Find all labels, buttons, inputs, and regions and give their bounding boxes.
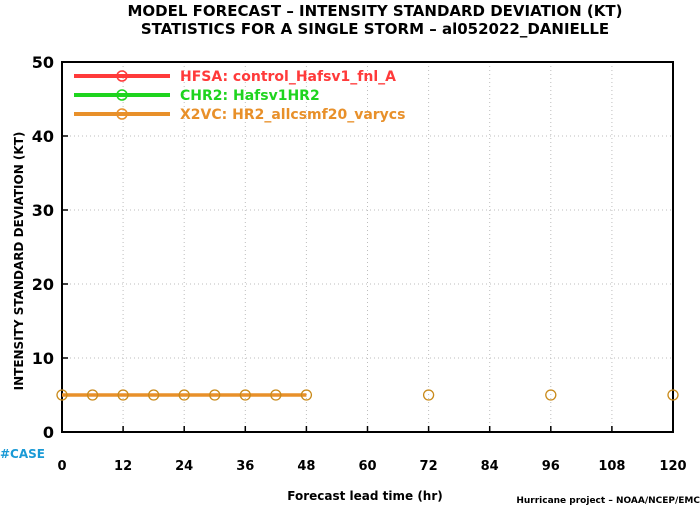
data-point (422, 389, 435, 401)
legend-marker (116, 89, 128, 101)
x-tick-label: 60 (358, 459, 376, 474)
data-point (667, 389, 679, 401)
x-tick-label: 96 (542, 459, 560, 474)
data-point (270, 389, 282, 401)
y-tick-label: 40 (32, 127, 54, 146)
case-label: #CASE (0, 447, 45, 461)
x-tick-label: 12 (114, 459, 132, 474)
grid (62, 62, 673, 432)
series (56, 389, 679, 401)
data-point (209, 389, 221, 401)
y-axis-label: INTENSITY STANDARD DEVIATION (KT) (12, 132, 26, 391)
data-point (178, 389, 190, 401)
legend-marker (116, 108, 128, 120)
y-tick-label: 30 (32, 201, 54, 220)
y-tick-label: 50 (32, 53, 54, 72)
x-tick-label: 48 (297, 459, 315, 474)
x-tick-label: 24 (175, 459, 193, 474)
x-tick-label: 0 (57, 459, 66, 474)
y-tick-label: 10 (32, 349, 54, 368)
legend-label: X2VC: HR2_allcsmf20_varycs (180, 107, 405, 123)
data-point (86, 389, 99, 401)
data-point (300, 389, 313, 401)
data-point (56, 389, 68, 401)
data-point (147, 389, 160, 401)
legend-label: CHR2: Hafsv1HR2 (180, 88, 320, 104)
x-axis-label: Forecast lead time (hr) (287, 489, 443, 503)
x-tick-label: 84 (481, 459, 499, 474)
chart-subtitle: STATISTICS FOR A SINGLE STORM – al052022… (141, 20, 609, 38)
y-tick-label: 0 (43, 423, 54, 442)
x-tick-label: 72 (420, 459, 438, 474)
x-tick-label: 120 (659, 459, 686, 474)
chart-title: MODEL FORECAST – INTENSITY STANDARD DEVI… (128, 2, 623, 20)
legend-label: HFSA: control_Hafsv1_fnl_A (180, 69, 396, 85)
y-tick-label: 20 (32, 275, 54, 294)
data-point (545, 389, 557, 401)
x-tick-label: 108 (598, 459, 625, 474)
x-tick-label: 36 (236, 459, 254, 474)
credit-text: Hurricane project – NOAA/NCEP/EMC (516, 496, 700, 506)
data-point (239, 389, 251, 401)
x-axis-ticks: 0 12 24 36 48 60 72 84 96 108 120 (57, 426, 687, 474)
y-axis-ticks: 0 10 20 30 40 50 (32, 53, 68, 442)
data-point (117, 389, 129, 401)
legend: HFSA: control_Hafsv1_fnl_A CHR2: Hafsv1HR… (74, 69, 405, 123)
legend-marker (116, 70, 128, 82)
